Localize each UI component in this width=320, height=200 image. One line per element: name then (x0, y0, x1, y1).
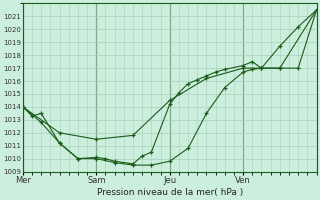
X-axis label: Pression niveau de la mer( hPa ): Pression niveau de la mer( hPa ) (97, 188, 243, 197)
